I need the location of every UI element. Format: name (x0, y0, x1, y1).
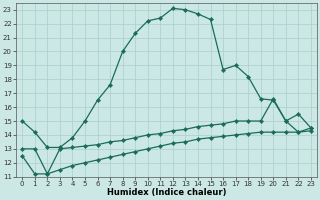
X-axis label: Humidex (Indice chaleur): Humidex (Indice chaleur) (107, 188, 226, 197)
